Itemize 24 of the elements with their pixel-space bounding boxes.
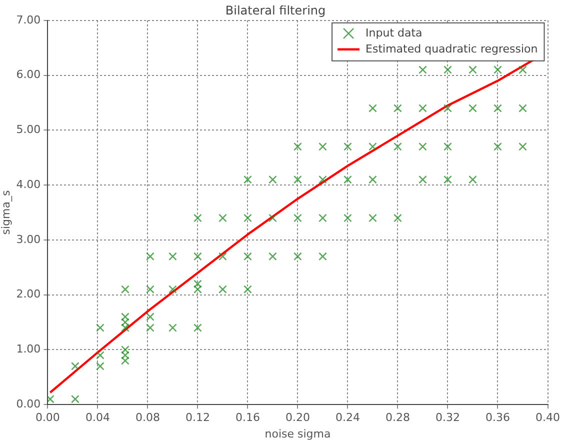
y-axis-title: sigma_s: [0, 190, 12, 235]
x-tick-label: 0.12: [185, 411, 210, 424]
x-tick-label: 0.04: [85, 411, 110, 424]
x-tick-label: 0.36: [486, 411, 510, 424]
y-tick-label: 7.00: [16, 13, 41, 26]
legend-label: Input data: [366, 26, 422, 40]
y-tick-label: 0.00: [16, 397, 41, 410]
x-tick-label: 0.08: [135, 411, 160, 424]
x-tick-label: 0.28: [385, 411, 410, 424]
x-tick-label: 0.24: [335, 411, 360, 424]
x-tick-label: 0.32: [435, 411, 460, 424]
chart-title: Bilateral filtering: [225, 3, 326, 18]
y-tick-label: 5.00: [16, 123, 41, 136]
legend-label: Estimated quadratic regression: [366, 42, 538, 56]
y-tick-label: 4.00: [16, 178, 41, 191]
x-axis-title: noise sigma: [264, 427, 331, 440]
x-tick-label: 0.20: [285, 411, 310, 424]
y-tick-label: 2.00: [16, 288, 41, 301]
x-tick-label: 0.40: [536, 411, 560, 424]
y-tick-label: 1.00: [16, 342, 41, 356]
y-tick-label: 3.00: [16, 232, 41, 246]
x-tick-label: 0.00: [35, 411, 60, 424]
y-tick-label: 6.00: [16, 68, 41, 82]
x-tick-label: 0.16: [235, 411, 260, 424]
